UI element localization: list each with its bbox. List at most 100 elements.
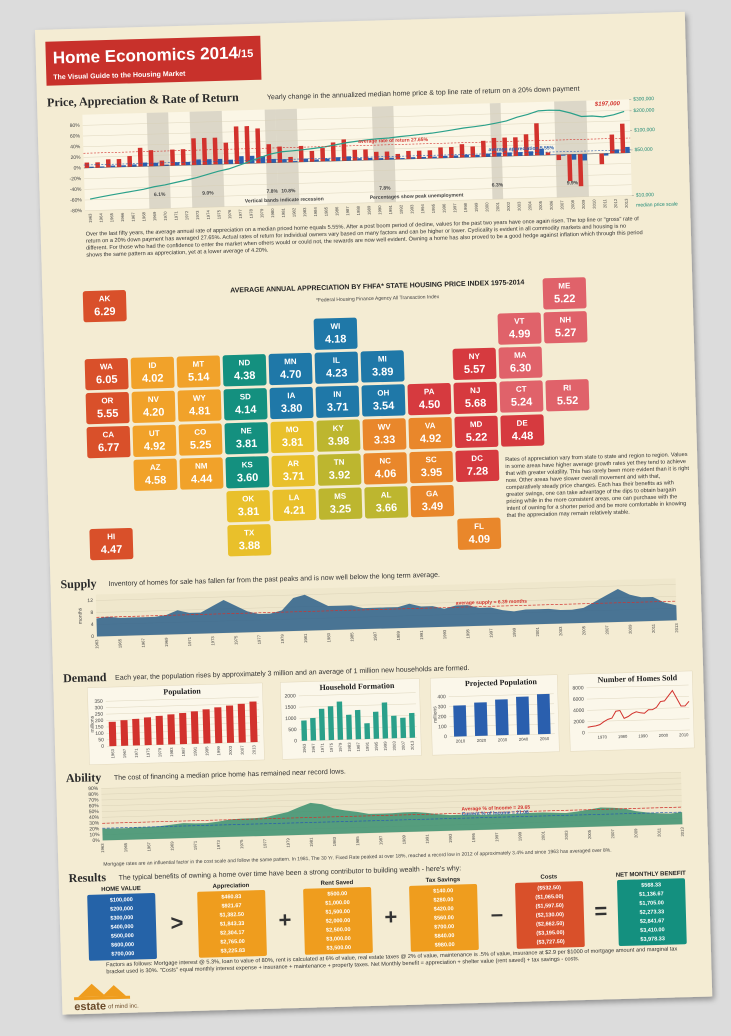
x-tick-label: 1995	[431, 203, 436, 213]
chart-panel	[87, 682, 265, 765]
state-value: 3.81	[236, 438, 258, 451]
x-tick-label: 1975	[239, 839, 244, 849]
state-value: 5.52	[557, 395, 579, 408]
bar	[99, 166, 105, 168]
state-abbr: NJ	[470, 386, 480, 395]
x-tick-label: 1977	[256, 634, 261, 644]
state-tile	[314, 384, 361, 419]
state-tile	[130, 389, 177, 424]
state-tile	[316, 452, 363, 487]
bar	[516, 696, 530, 735]
state-tile	[363, 485, 410, 520]
x-tick-label: 1995	[465, 628, 470, 638]
bar	[207, 159, 212, 165]
x-tick-label: 2009	[581, 199, 586, 209]
state-tile	[407, 416, 454, 451]
bar	[378, 158, 384, 160]
state-abbr: ME	[558, 281, 571, 290]
annotation: Vertical bands indicate recession	[245, 196, 324, 204]
state-abbr: DC	[471, 454, 483, 463]
y-tick-label: 150	[95, 724, 104, 730]
grid-line	[299, 703, 416, 708]
unemployment-label: 7.8%	[267, 189, 279, 195]
state-abbr: MO	[286, 425, 299, 434]
y-tick-label: 100	[438, 724, 447, 730]
state-value: 4.20	[143, 406, 165, 419]
x-tick-label: 1973	[216, 839, 221, 849]
x-tick-label: 1983	[326, 632, 331, 642]
state-value: 3.60	[237, 472, 259, 485]
state-tile	[360, 383, 407, 418]
bar	[174, 162, 180, 166]
x-tick-label: 1983	[302, 207, 307, 217]
state-value: 4.48	[512, 430, 534, 443]
state-abbr: LA	[289, 493, 300, 502]
x-tick-label: 1971	[193, 840, 198, 850]
state-value: 3.98	[328, 435, 350, 448]
bar	[571, 154, 577, 160]
x-tick-label: 1999	[383, 741, 388, 751]
column-value: $700,000	[111, 951, 134, 958]
column-value: $3,500.00	[326, 945, 351, 952]
bar	[310, 717, 317, 741]
x-tick-label: 2009	[628, 624, 633, 634]
y2-tick-label: $200,000	[633, 108, 654, 115]
logo-houses	[78, 983, 127, 998]
line	[587, 689, 690, 728]
recession-band	[189, 110, 225, 208]
area	[102, 802, 683, 841]
state-tile	[361, 417, 408, 452]
state-tile	[81, 289, 128, 324]
column-box	[515, 881, 585, 949]
state-value: 4.50	[419, 399, 441, 412]
bar	[367, 157, 373, 161]
operator: +	[278, 907, 292, 932]
x-tick-label: 1974	[206, 210, 211, 220]
bar	[464, 154, 469, 158]
x-tick-label: 1971	[173, 210, 178, 220]
state-tile	[542, 310, 589, 345]
state-value: 3.81	[282, 437, 304, 450]
x-tick-label: 2007	[610, 828, 615, 838]
chart-panel	[567, 670, 695, 752]
bar	[170, 149, 176, 166]
bar	[545, 152, 551, 156]
state-tile	[498, 379, 545, 414]
column-box	[617, 878, 687, 947]
x-tick-label: 2007	[401, 740, 406, 750]
state-value: 6.29	[94, 306, 116, 319]
state-tile	[544, 378, 591, 413]
bar	[143, 717, 152, 746]
grid-line	[83, 131, 631, 147]
column-box	[303, 887, 373, 955]
unemployment-label: 6.3%	[492, 182, 504, 188]
x-tick-label: 1981	[309, 837, 314, 847]
column-value: $3,225.83	[220, 948, 245, 955]
bar	[513, 137, 519, 157]
state-value: 4.44	[191, 473, 214, 486]
state-tile	[85, 425, 132, 460]
state-abbr: ID	[148, 361, 156, 370]
y-tick-label: 2000	[573, 719, 585, 725]
x-tick-label: 2013	[680, 827, 685, 837]
operator: =	[594, 898, 608, 923]
grid-line	[586, 696, 689, 700]
column-header: Rent Saved	[321, 880, 354, 887]
x-tick-label: 1982	[291, 207, 296, 217]
bar	[84, 162, 90, 168]
state-abbr: OR	[101, 396, 113, 405]
state-value: 3.81	[238, 506, 260, 519]
x-tick-label: 1969	[169, 841, 174, 851]
column-value: $1,000.00	[325, 900, 350, 907]
x-tick-label: 1999	[474, 202, 479, 212]
grid-line	[84, 163, 631, 179]
state-value: 5.14	[188, 371, 211, 384]
section-heading: Results	[68, 870, 106, 885]
column-value: $140.00	[433, 888, 453, 895]
price-line	[89, 109, 625, 200]
column-value: $200,000	[110, 906, 133, 913]
operator: +	[384, 904, 398, 929]
average-line	[102, 811, 683, 829]
x-tick-label: 1995	[471, 832, 476, 842]
